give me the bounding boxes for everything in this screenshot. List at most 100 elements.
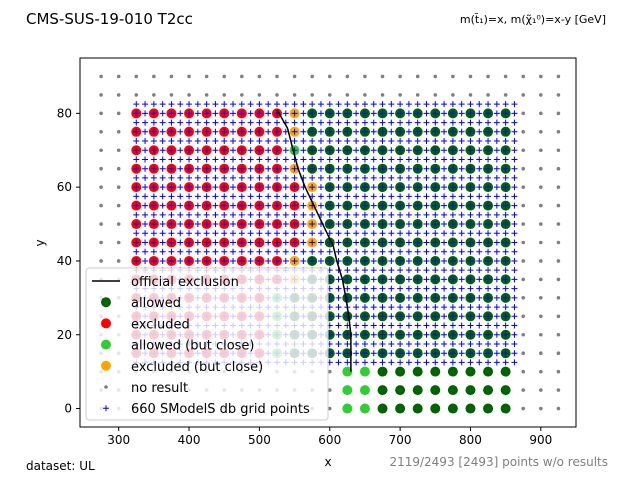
grid-point [361,174,368,181]
grid-point [502,239,509,246]
grid-point [493,138,500,145]
grid-point [282,248,289,255]
grid-point [212,138,219,145]
grid-point [493,285,500,292]
grid-point [370,147,377,154]
grid-point [194,184,201,191]
no-result-point [116,185,121,189]
grid-point [221,257,228,264]
grid-point [353,230,360,237]
grid-point [423,165,430,172]
grid-point [300,165,307,172]
grid-point [476,285,483,292]
grid-point [273,230,280,237]
grid-point [230,257,237,264]
grid-point [397,156,404,163]
grid-point [212,211,219,218]
grid-point [273,248,280,255]
grid-point [300,211,307,218]
x-tick-label: 400 [178,433,201,447]
grid-point [511,101,518,108]
grid-point [159,221,166,228]
grid-point [247,119,254,126]
grid-point [150,230,157,237]
grid-point [335,294,342,301]
no-result-point [556,369,561,374]
grid-point [423,359,430,366]
no-result-point [169,74,174,79]
no-result-point [380,74,385,79]
grid-point [326,248,333,255]
grid-point [230,128,237,135]
grid-point [388,285,395,292]
grid-point [493,322,500,329]
grid-point [441,294,448,301]
grid-point [397,322,404,329]
grid-point [414,276,421,283]
grid-point [432,350,439,357]
grid-point [493,230,500,237]
grid-point [344,267,351,274]
grid-point [282,138,289,145]
grid-point [344,193,351,200]
grid-point [361,184,368,191]
grid-point [379,340,386,347]
grid-point [476,340,483,347]
grid-point [282,211,289,218]
grid-point [150,138,157,145]
grid-point [405,193,412,200]
grid-point [238,248,245,255]
grid-point [150,211,157,218]
no-result-point [539,148,543,153]
grid-point [326,184,333,191]
grid-point [511,331,518,338]
grid-point [335,101,342,108]
grid-point [405,313,412,320]
grid-point [168,239,175,246]
grid-point [511,294,518,301]
grid-point [203,119,210,126]
grid-point [388,304,395,311]
grid-point [353,331,360,338]
grid-point [493,221,500,228]
grid-point [150,128,157,135]
legend-label: no result [131,381,188,396]
grid-point [177,221,184,228]
legend-marker-excluded [101,318,111,329]
grid-point [441,340,448,347]
grid-point [247,230,254,237]
grid-point [449,322,456,329]
grid-point [361,313,368,320]
grid-point [133,221,140,228]
grid-point [423,230,430,237]
grid-point [458,322,465,329]
grid-point [150,239,157,246]
grid-point [493,267,500,274]
grid-point [168,128,175,135]
grid-point [379,331,386,338]
grid-point [317,257,324,264]
grid-point [326,193,333,200]
grid-point [432,313,439,320]
grid-point [353,211,360,218]
grid-point [221,221,228,228]
grid-point [502,248,509,255]
grid-point [405,202,412,209]
grid-point [361,230,368,237]
grid-point [168,156,175,163]
no-result-point [327,406,332,411]
grid-point [133,211,140,218]
grid-point [133,110,140,117]
grid-point [335,359,342,366]
no-result-point [451,93,455,97]
grid-point [485,110,492,117]
grid-point [256,110,263,117]
grid-point [397,350,404,357]
grid-point [485,257,492,264]
grid-point [441,174,448,181]
grid-point [168,147,175,154]
grid-point [344,257,351,264]
grid-point [493,239,500,246]
grid-point [476,304,483,311]
grid-point [441,165,448,172]
